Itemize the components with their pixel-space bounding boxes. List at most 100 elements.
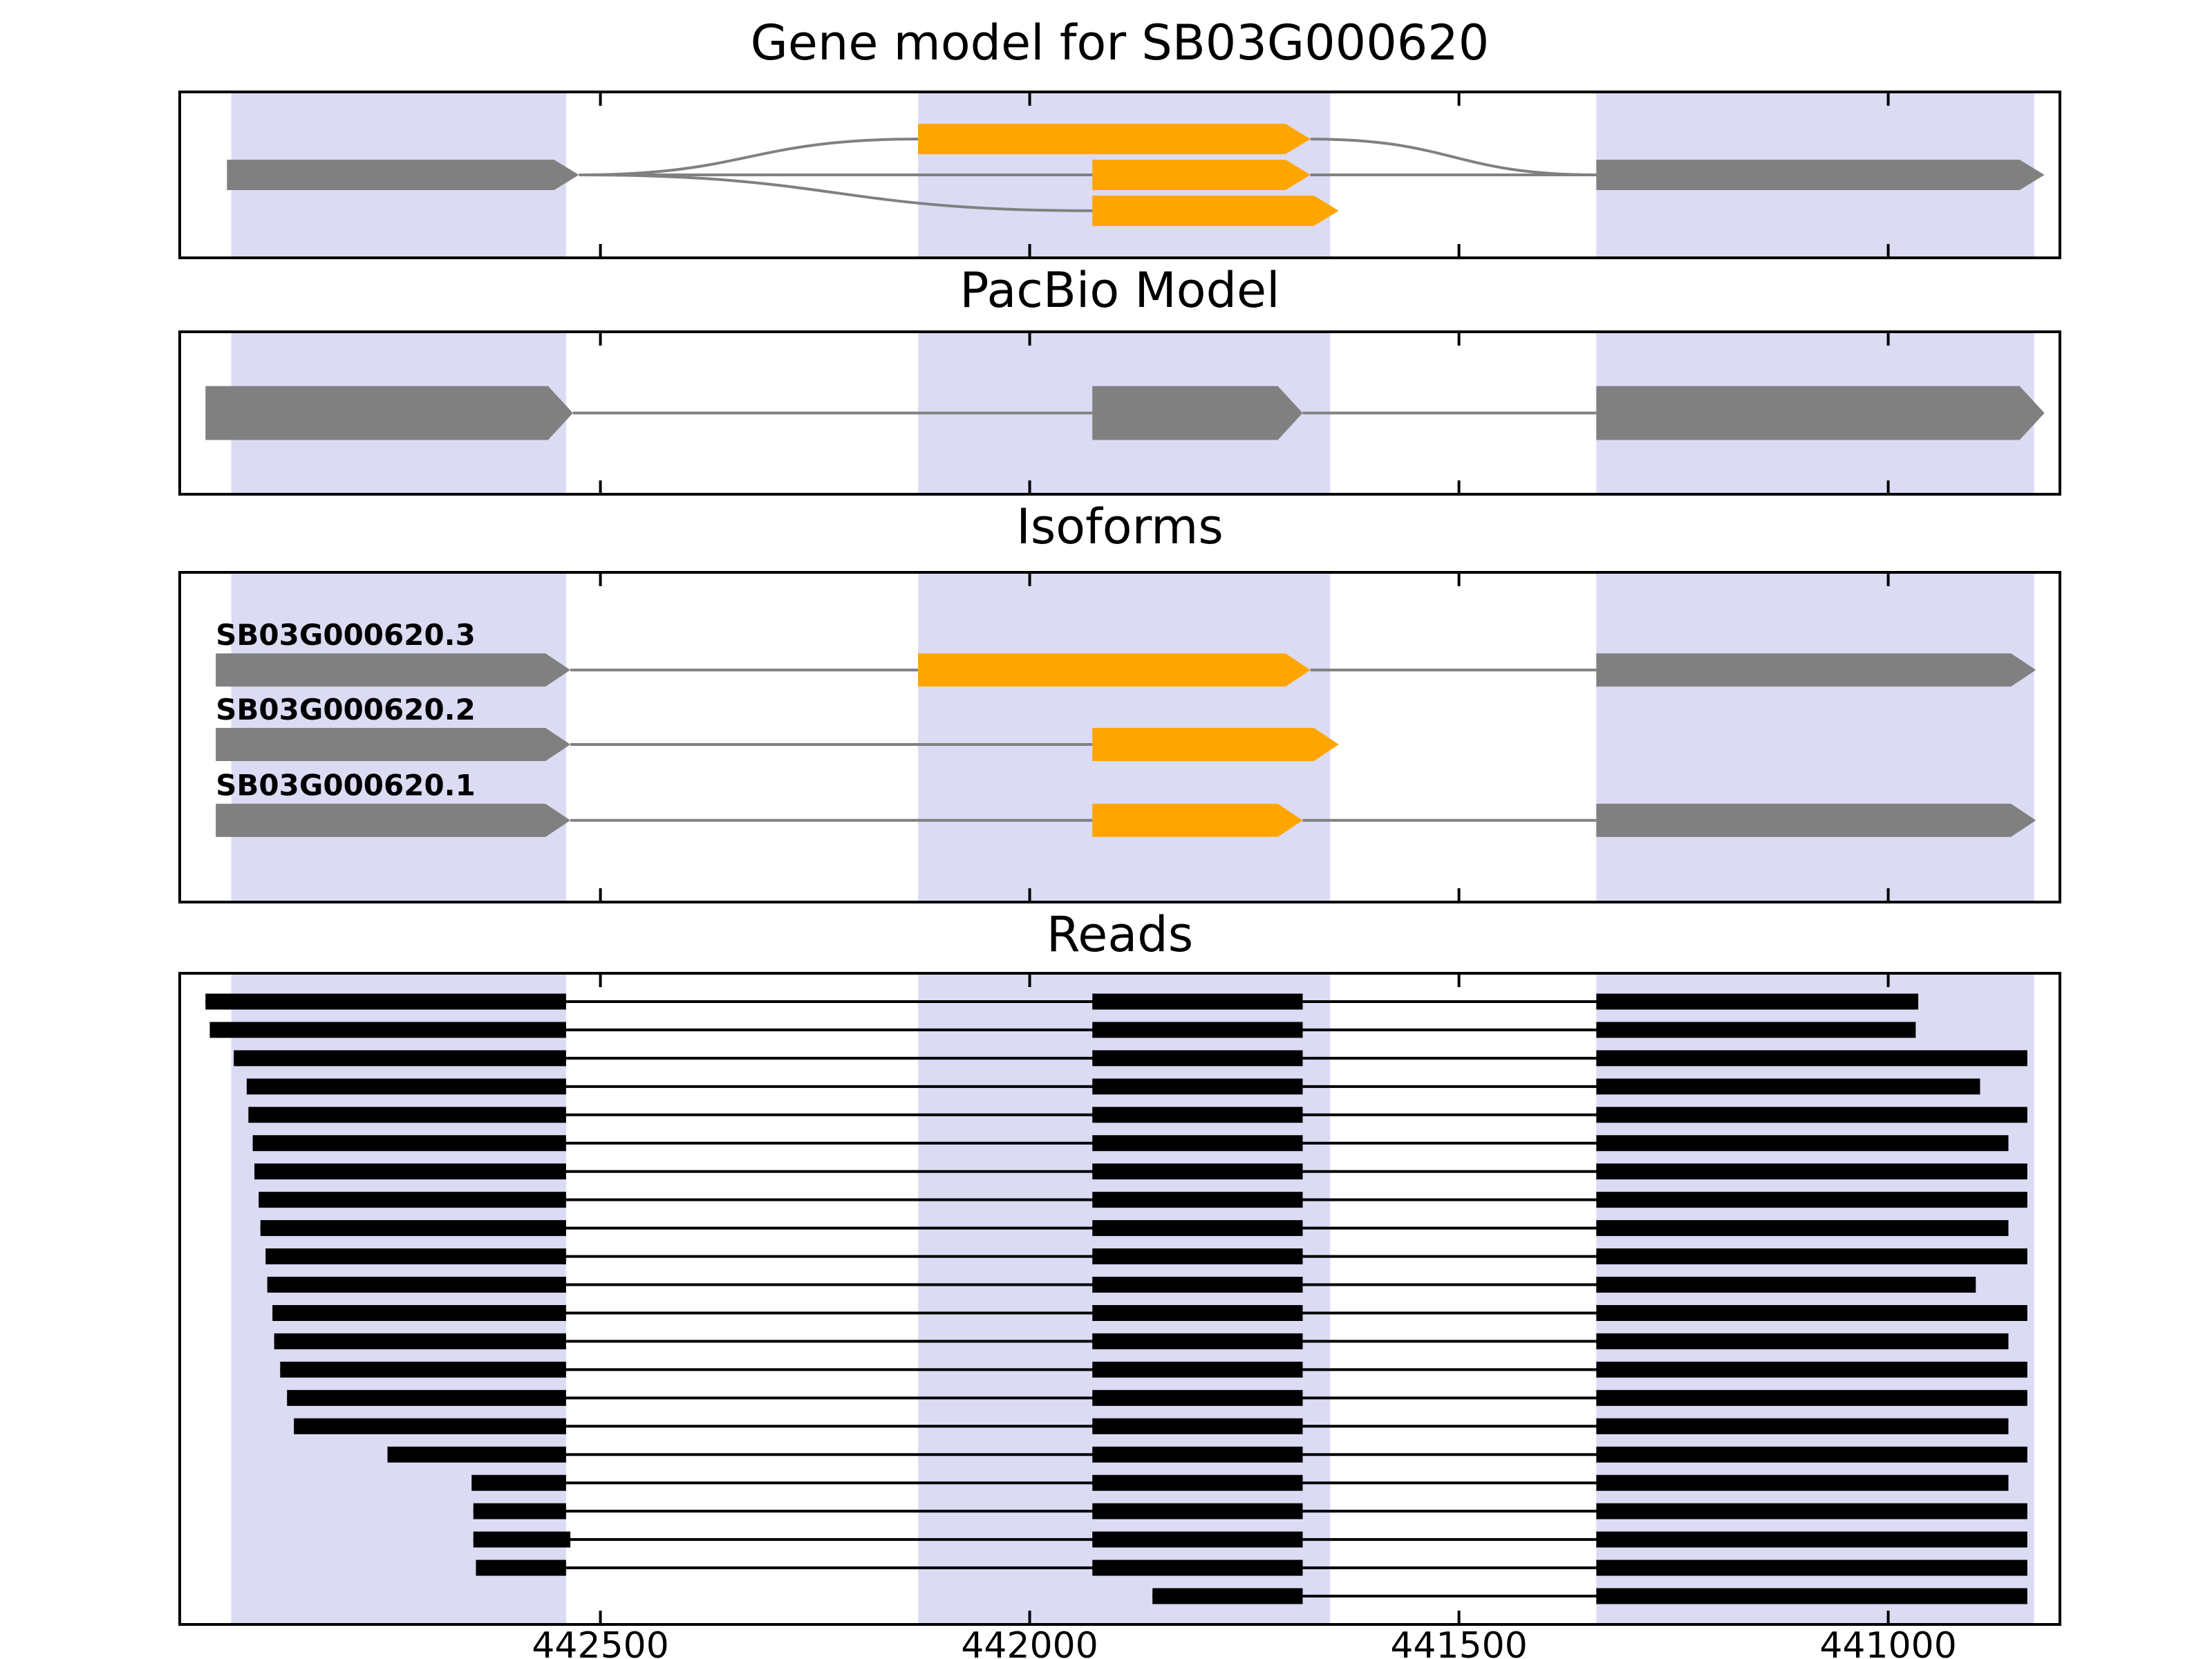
highlight-region [918, 973, 1331, 1624]
read-block [1596, 1192, 2027, 1208]
panel-border [178, 91, 2061, 259]
read-block [234, 1050, 566, 1067]
read-block [1596, 1163, 2027, 1180]
read-block [1596, 1389, 2027, 1406]
panel-reads [178, 972, 2061, 1626]
panel-pacbio [178, 330, 2061, 496]
read-block [1596, 1135, 2009, 1152]
read-block [1596, 1107, 2027, 1123]
read-block [254, 1163, 566, 1180]
read-block [1596, 1022, 1916, 1038]
exon [1596, 160, 2045, 190]
isoform-label: SB03G000620.1 [216, 769, 476, 803]
read-block [1092, 1474, 1303, 1491]
read-block [1092, 1333, 1303, 1349]
read-block [1092, 1304, 1303, 1321]
read-block [260, 1220, 566, 1237]
read-block [1596, 1503, 2027, 1519]
read-block [1596, 1474, 2009, 1491]
read-block [1092, 993, 1303, 1010]
read-block [287, 1389, 566, 1406]
read-block [1596, 1220, 2009, 1237]
read-block [476, 1559, 566, 1576]
panel-isoforms: SB03G000620.3 SB03G000620.2 SB03G000620.1 [178, 571, 2061, 903]
read-block [473, 1503, 566, 1519]
read-block [1092, 1050, 1303, 1067]
read-block [1596, 1559, 2027, 1576]
exon [216, 803, 571, 837]
read-block [274, 1333, 566, 1349]
panel-border [178, 571, 2061, 903]
highlight-region [1596, 572, 2034, 902]
read-block [248, 1107, 566, 1123]
exon [1596, 653, 2036, 687]
read-block [1092, 1107, 1303, 1123]
panel-border [178, 972, 2061, 1626]
read-block [265, 1248, 566, 1265]
read-block [1092, 1135, 1303, 1152]
exon [1092, 386, 1303, 440]
read-block [294, 1418, 566, 1434]
read-block [1092, 1389, 1303, 1406]
read-block [272, 1304, 566, 1321]
exon [227, 160, 579, 190]
read-block [1092, 1248, 1303, 1265]
panel-gene-model [178, 91, 2061, 259]
exon [1596, 803, 2036, 837]
read-block [252, 1135, 566, 1152]
read-block [471, 1474, 566, 1491]
splice-connector [1310, 138, 1597, 176]
read-block [1092, 1163, 1303, 1180]
pacbio-panel-title: PacBio Model [959, 262, 1280, 319]
read-block [1092, 1192, 1303, 1208]
x-tick-label: 442000 [961, 1625, 1098, 1659]
read-block [205, 993, 566, 1010]
read-block [209, 1022, 566, 1038]
read-block [1152, 1588, 1303, 1604]
splice-connector [579, 174, 1093, 212]
read-block [1092, 1531, 1303, 1548]
read-block [1596, 1050, 2027, 1067]
read-block [1596, 1361, 2027, 1378]
read-block [1596, 1446, 2027, 1463]
read-block [1596, 1248, 2027, 1265]
read-block [1092, 1559, 1303, 1576]
read-block [1092, 1220, 1303, 1237]
exon [1092, 195, 1339, 226]
reads-panel-title: Reads [1046, 906, 1194, 963]
read-block [246, 1078, 566, 1095]
exon [1092, 160, 1311, 190]
gene-model-panel-title: Gene model for SB03G000620 [750, 15, 1490, 71]
read-block [1092, 1022, 1303, 1038]
exon [918, 653, 1311, 687]
x-tick-label: 441500 [1390, 1625, 1528, 1659]
isoform-label: SB03G000620.2 [216, 693, 476, 727]
read-block [1596, 1333, 2009, 1349]
read-block [1596, 1588, 2027, 1604]
isoforms-panel-title: Isoforms [1016, 498, 1224, 555]
read-block [1596, 1531, 2027, 1548]
highlight-region [1596, 973, 2034, 1624]
read-block [1596, 993, 1919, 1010]
read-block [1596, 1304, 2027, 1321]
exon [205, 386, 573, 440]
exon [918, 124, 1311, 155]
highlight-region [231, 973, 566, 1624]
exon [216, 727, 571, 761]
read-block [259, 1192, 566, 1208]
exon [1092, 803, 1303, 837]
read-block [267, 1277, 566, 1293]
read-block [1092, 1418, 1303, 1434]
exon [1092, 727, 1339, 761]
x-tick-label: 442500 [532, 1625, 669, 1659]
exon [216, 653, 571, 687]
read-block [387, 1446, 566, 1463]
read-block [1092, 1446, 1303, 1463]
read-block [1092, 1078, 1303, 1095]
read-block [1596, 1277, 1976, 1293]
panel-border [178, 330, 2061, 496]
isoform-label: SB03G000620.3 [216, 618, 476, 652]
read-block [1596, 1418, 2009, 1434]
